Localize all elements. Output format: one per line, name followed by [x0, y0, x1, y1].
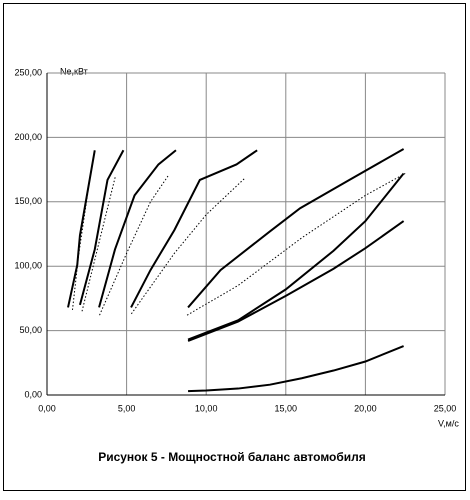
series-line: [187, 220, 405, 342]
x-tick-label: 10,00: [195, 403, 218, 413]
x-tick-label: 15,00: [275, 403, 298, 413]
y-tick-label: 150,00: [14, 196, 42, 206]
y-axis-label: Ne,кВт: [60, 66, 88, 76]
series-line: [187, 172, 405, 341]
series-line: [99, 175, 169, 316]
x-axis-label: V,м/с: [438, 418, 459, 428]
y-tick-label: 0,00: [24, 389, 42, 399]
series-line: [187, 148, 405, 309]
series-line: [186, 173, 406, 316]
chart-title: Рисунок 5 - Мощностной баланс автомобиля: [98, 450, 366, 464]
series-line: [71, 188, 89, 311]
series-line: [188, 345, 404, 393]
y-tick-label: 250,00: [14, 67, 42, 77]
y-tick-label: 200,00: [14, 132, 42, 142]
x-tick-label: 20,00: [354, 403, 377, 413]
x-tick-label: 5,00: [118, 403, 136, 413]
series-line: [81, 175, 116, 312]
frame: [3, 3, 466, 491]
series-line: [67, 150, 96, 308]
y-tick-label: 50,00: [19, 325, 42, 335]
series-line: [130, 149, 258, 308]
series-line: [78, 149, 125, 306]
y-tick-label: 100,00: [14, 261, 42, 271]
series-line: [130, 178, 245, 315]
series-line: [98, 149, 177, 308]
x-tick-label: 0,00: [38, 403, 56, 413]
x-tick-label: 25,00: [434, 403, 457, 413]
